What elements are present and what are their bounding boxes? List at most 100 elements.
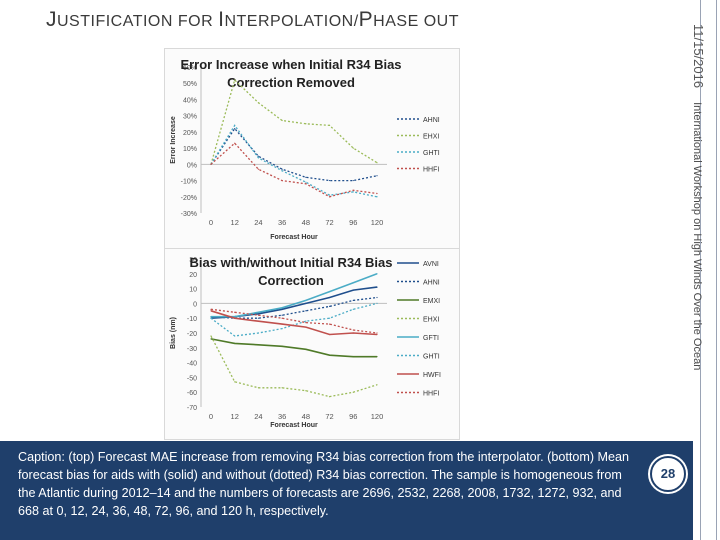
data-point-ghti: [376, 196, 378, 198]
side-footer: 11/15/2016 International Workshop on High…: [691, 24, 706, 370]
chart-title: Error Increase when Initial R34 Bias: [180, 57, 401, 72]
data-point-ehxi: [257, 387, 260, 389]
data-point-ehxi: [305, 390, 307, 392]
data-point-ghti: [281, 170, 283, 172]
legend-label: GHTI: [423, 150, 440, 157]
data-point-hhfi: [352, 189, 354, 191]
caption-text: Caption: (top) Forecast MAE increase fro…: [18, 450, 630, 518]
y-tick-label: -30: [187, 346, 197, 353]
data-point-hhfi: [281, 317, 283, 319]
x-axis-label: Forecast Hour: [270, 234, 318, 241]
legend-label: HWFI: [423, 372, 441, 379]
data-point-avni: [376, 286, 378, 288]
data-point-hhfi: [376, 192, 378, 195]
x-tick-label: 48: [302, 218, 310, 227]
data-point-ehxi: [257, 102, 260, 104]
data-point-ghti: [257, 332, 260, 334]
data-point-ahni: [257, 317, 260, 319]
data-point-ghti: [376, 302, 378, 304]
legend-label: EHXI: [423, 317, 439, 324]
data-point-ghti: [234, 124, 236, 126]
data-point-ghti: [257, 157, 260, 159]
data-point-avni: [328, 296, 331, 299]
x-tick-label: 120: [371, 412, 384, 421]
data-point-ghti: [328, 194, 331, 196]
legend-label: GFTI: [423, 335, 439, 342]
data-point-gfti: [234, 316, 236, 318]
data-point-avni: [281, 308, 283, 310]
y-tick-label: 0%: [187, 162, 197, 169]
side-bar: [693, 0, 720, 540]
series-line-emxi: [210, 338, 377, 358]
x-tick-label: 48: [302, 412, 310, 421]
y-axis-label: Bias (nm): [170, 317, 177, 349]
data-point-emxi: [305, 348, 307, 350]
y-axis-label: Error Increase: [170, 116, 177, 164]
data-point-hwfi: [305, 326, 307, 328]
data-point-emxi: [328, 354, 331, 356]
data-point-emxi: [352, 356, 354, 358]
series-line-hwfi: [210, 310, 378, 336]
legend-label: HHFI: [423, 167, 439, 174]
data-point-gfti: [352, 282, 354, 284]
data-point-avni: [257, 313, 260, 315]
data-point-hhfi: [281, 179, 283, 182]
y-tick-label: -40: [187, 361, 197, 368]
data-point-ahni: [376, 175, 378, 177]
y-tick-label: 40%: [183, 97, 197, 104]
data-point-hwfi: [376, 333, 378, 336]
data-point-ehxi: [352, 147, 354, 149]
data-point-hwfi: [281, 323, 283, 325]
data-point-avni: [305, 302, 307, 304]
data-point-hwfi: [352, 332, 354, 334]
chart-title: Correction Removed: [227, 75, 355, 90]
data-point-hwfi: [234, 317, 236, 319]
data-point-gfti: [257, 311, 260, 313]
data-point-ghti: [234, 335, 236, 337]
y-tick-label: -60: [187, 390, 197, 397]
data-point-hwfi: [257, 320, 260, 322]
y-tick-label: -70: [187, 405, 197, 412]
series-line-ghti: [210, 302, 378, 337]
data-point-ehxi: [328, 396, 331, 398]
data-point-ahni: [352, 179, 354, 182]
data-point-ahni: [305, 176, 307, 178]
data-point-emxi: [281, 345, 283, 347]
chart-title: Correction: [258, 273, 324, 288]
legend-label: EHXI: [423, 134, 439, 141]
data-point-gfti: [210, 316, 212, 318]
legend-label: GHTI: [423, 354, 440, 361]
top-chart-panel: 60% 50% 40% 30% 20% 10% 0% -10% -20% -30% 0 12 24 36 4…: [164, 48, 460, 250]
data-point-hwfi: [210, 310, 212, 312]
y-tick-label: 20: [189, 272, 197, 279]
data-point-ahni: [305, 310, 307, 312]
data-point-ahni: [281, 168, 283, 170]
data-point-ghti: [305, 181, 307, 183]
data-point-emxi: [257, 344, 260, 346]
divider-line: [700, 0, 701, 540]
data-point-ehxi: [376, 162, 378, 164]
y-tick-label: 10%: [183, 146, 197, 153]
x-tick-label: 12: [231, 218, 239, 227]
data-point-ahni: [234, 128, 236, 130]
series-line-hhfi: [210, 308, 378, 334]
data-point-ehxi: [281, 387, 283, 389]
x-tick-label: 72: [325, 218, 333, 227]
data-point-hhfi: [328, 323, 331, 325]
x-tick-label: 120: [371, 218, 384, 227]
data-point-emxi: [210, 338, 212, 340]
data-point-hhfi: [352, 329, 354, 331]
data-point-ghti: [328, 317, 331, 319]
y-tick-label: -10%: [181, 179, 197, 186]
data-point-ehxi: [281, 119, 283, 122]
data-point-ahni: [328, 305, 331, 307]
x-tick-label: 36: [278, 218, 286, 227]
y-tick-label: 10: [189, 287, 197, 294]
series-line-ehxi: [210, 78, 378, 165]
data-point-ehxi: [234, 79, 236, 81]
chart-title: Bias with/without Initial R34 Bias: [190, 255, 393, 270]
data-point-hhfi: [305, 183, 307, 185]
divider-line: [716, 0, 717, 540]
data-point-hhfi: [305, 322, 307, 324]
series-line-avni: [210, 286, 378, 319]
